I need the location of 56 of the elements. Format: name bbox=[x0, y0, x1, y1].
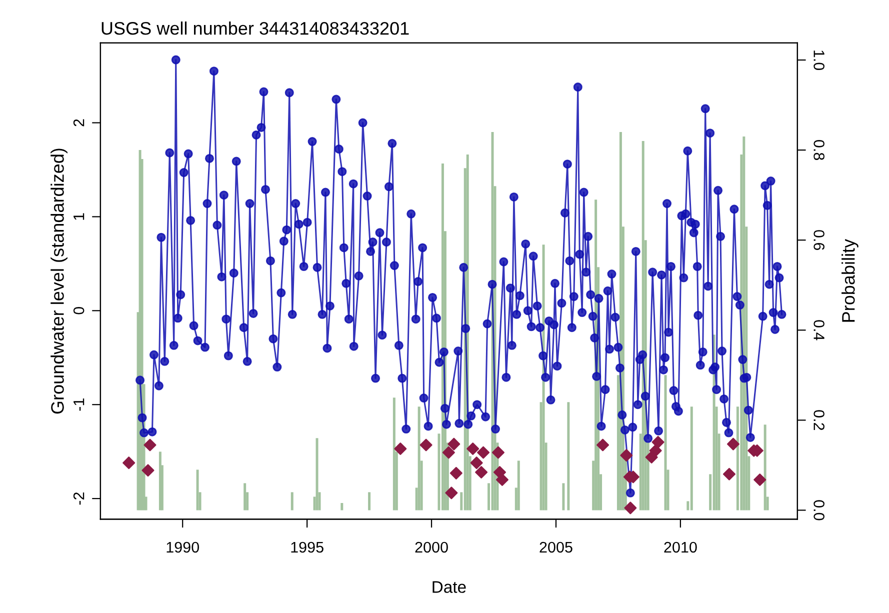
point bbox=[144, 438, 156, 452]
x-tick-label: 1990 bbox=[166, 542, 199, 553]
point bbox=[754, 474, 766, 486]
bar bbox=[196, 470, 199, 510]
bar bbox=[517, 460, 520, 510]
bar bbox=[244, 483, 246, 510]
bar bbox=[562, 483, 565, 510]
point bbox=[450, 466, 462, 480]
point bbox=[722, 468, 736, 480]
y-tick-label: 1 bbox=[74, 213, 84, 220]
point bbox=[475, 466, 488, 478]
point bbox=[448, 438, 460, 450]
chart-title: USGS well number 344314083433201 bbox=[102, 21, 409, 35]
y2-axis-title: Probability bbox=[842, 238, 858, 322]
y-tick-label: -1 bbox=[74, 398, 84, 411]
bar bbox=[368, 492, 371, 510]
y-tick-label: 0 bbox=[73, 307, 84, 314]
point bbox=[470, 456, 483, 470]
bar bbox=[290, 492, 294, 510]
point bbox=[492, 446, 504, 459]
bar bbox=[316, 438, 318, 510]
point bbox=[496, 474, 508, 486]
point bbox=[420, 438, 432, 452]
bar bbox=[340, 503, 344, 510]
bar bbox=[418, 406, 420, 510]
y-axis-title: Groundwater level (standardized) bbox=[50, 148, 68, 414]
x-tick-label: 1995 bbox=[291, 542, 324, 553]
y2-tick-label: 0.8 bbox=[814, 140, 824, 160]
point bbox=[394, 442, 407, 456]
bar bbox=[690, 406, 693, 510]
point bbox=[649, 444, 662, 457]
point bbox=[122, 456, 136, 470]
y2-tick-label: 1.0 bbox=[814, 50, 824, 70]
point bbox=[596, 438, 610, 452]
y2-tick-label: 0.0 bbox=[814, 500, 824, 520]
point bbox=[726, 438, 740, 450]
y-tick-label: -2 bbox=[73, 492, 84, 505]
bar bbox=[567, 402, 570, 510]
point bbox=[477, 446, 490, 459]
point bbox=[652, 436, 664, 448]
y2-tick-label: 0.4 bbox=[814, 320, 824, 340]
y2-tick-label: 0.2 bbox=[814, 410, 824, 430]
y-tick-label: 2 bbox=[73, 119, 84, 126]
point bbox=[620, 449, 633, 462]
point bbox=[445, 486, 458, 500]
bar bbox=[764, 424, 766, 510]
x-tick-label: 2005 bbox=[540, 542, 572, 553]
bar bbox=[392, 398, 396, 510]
x-tick-label: 2000 bbox=[415, 542, 448, 553]
point bbox=[466, 442, 480, 456]
x-axis-title: Date bbox=[432, 581, 466, 593]
x-tick-label: 2010 bbox=[664, 542, 697, 553]
y2-tick-label: 0.6 bbox=[814, 230, 824, 250]
point bbox=[142, 464, 154, 477]
point bbox=[442, 446, 455, 459]
point bbox=[624, 502, 637, 514]
